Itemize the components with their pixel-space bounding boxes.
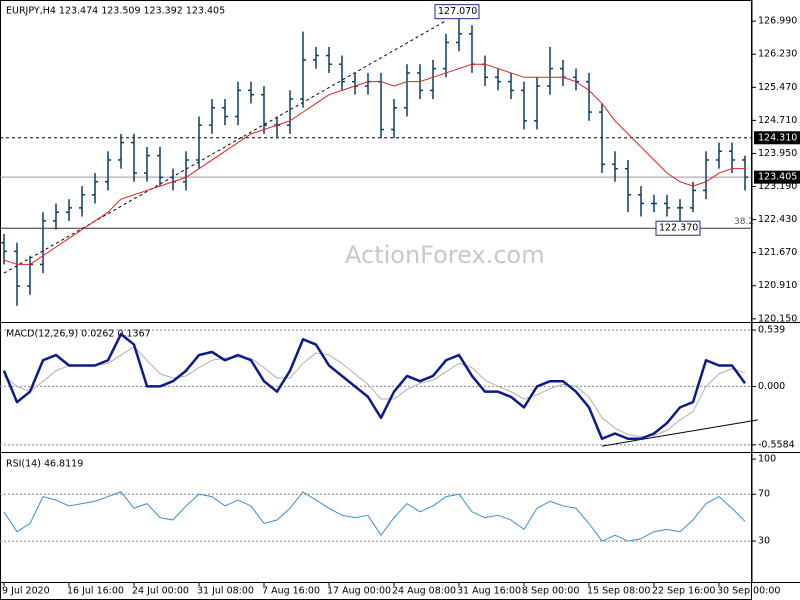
x-tick-label: 31 Aug 16:00 bbox=[457, 586, 521, 597]
y-tick-label: 120.150 bbox=[758, 313, 797, 324]
annotation-box bbox=[434, 4, 480, 20]
indicator-line bbox=[2, 332, 747, 441]
panel-title: RSI(14) 46.8119 bbox=[6, 459, 83, 470]
y-tick-label: 124.710 bbox=[758, 115, 797, 126]
x-tick-label: 31 Jul 08:00 bbox=[197, 586, 254, 597]
x-tick-label: 9 Jul 2020 bbox=[2, 586, 50, 597]
y-tick-label: 125.470 bbox=[758, 82, 797, 93]
x-tick-label: 17 Aug 00:00 bbox=[327, 586, 391, 597]
y-tick-label: 123.950 bbox=[758, 148, 797, 159]
y-tick-label: 120.910 bbox=[758, 280, 797, 291]
panel-title: MACD(12,26,9) 0.0262 0.1367 bbox=[6, 329, 151, 340]
x-tick-label: 15 Sep 08:00 bbox=[587, 586, 650, 597]
trendline bbox=[601, 419, 759, 447]
level-label: 38.2 bbox=[734, 217, 754, 227]
trendline bbox=[3, 20, 447, 274]
x-tick-label: 30 Sep 00:00 bbox=[717, 586, 780, 597]
x-tick-label: 8 Sep 00:00 bbox=[522, 586, 579, 597]
panel-title: EURJPY,H4 123.474 123.509 123.392 123.40… bbox=[6, 6, 225, 17]
y-tick-label: 0.539 bbox=[758, 325, 785, 336]
x-tick-label: 24 Aug 08:00 bbox=[392, 586, 456, 597]
y-tick-label: 100 bbox=[758, 454, 776, 465]
y-tick-label: 126.230 bbox=[758, 49, 797, 60]
y-tick-label: 0.000 bbox=[758, 381, 785, 392]
level-label: 123.405 bbox=[758, 172, 797, 183]
x-tick-label: 24 Jul 00:00 bbox=[132, 586, 189, 597]
y-tick-label: 70 bbox=[758, 489, 770, 500]
annotation-box bbox=[655, 220, 701, 236]
x-tick-label: 16 Jul 16:00 bbox=[67, 586, 124, 597]
y-tick-label: 123.190 bbox=[758, 181, 797, 192]
level-label-box bbox=[754, 170, 800, 184]
y-tick-label: -0.5584 bbox=[758, 439, 795, 450]
frame bbox=[0, 0, 752, 600]
annotation-label: 127.070 bbox=[438, 6, 477, 17]
moving-average bbox=[3, 63, 745, 265]
level-label: 124.310 bbox=[758, 132, 797, 143]
y-tick-label: 121.670 bbox=[758, 247, 797, 258]
level-label-box bbox=[754, 131, 800, 145]
indicator-line bbox=[3, 491, 746, 542]
x-tick-label: 7 Aug 16:00 bbox=[262, 586, 320, 597]
indicator-line bbox=[3, 346, 746, 438]
x-tick-label: 22 Sep 16:00 bbox=[652, 586, 715, 597]
y-tick-label: 30 bbox=[758, 536, 770, 547]
y-tick-label: 126.990 bbox=[758, 16, 797, 27]
y-tick-label: 122.430 bbox=[758, 214, 797, 225]
annotation-label: 122.370 bbox=[659, 223, 698, 234]
watermark: ActionForex.com bbox=[345, 241, 545, 269]
